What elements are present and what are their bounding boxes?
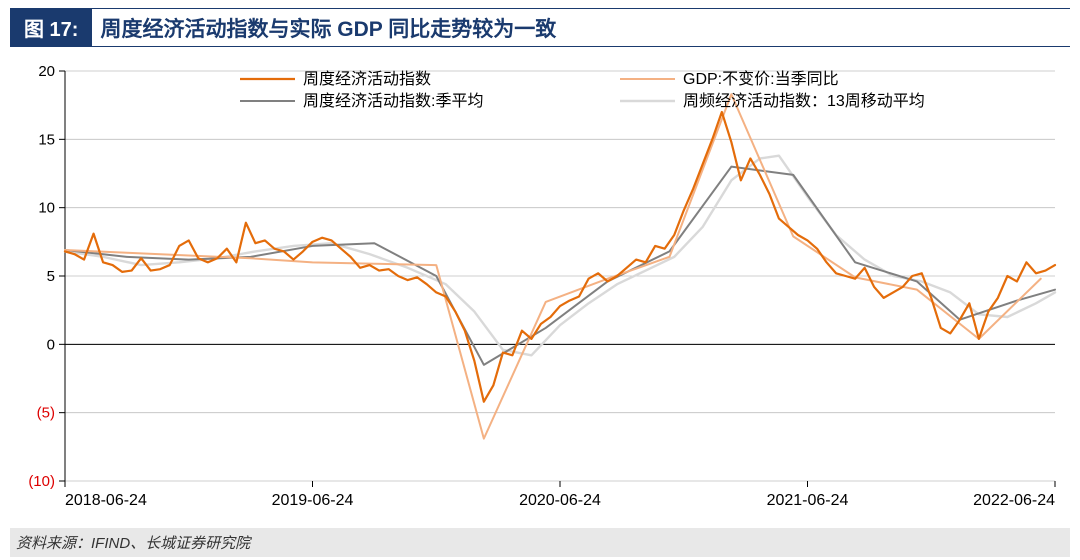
svg-text:(5): (5): [37, 405, 55, 422]
figure-badge: 图 17:: [10, 9, 92, 46]
svg-text:2022-06-24: 2022-06-24: [973, 492, 1055, 509]
svg-text:10: 10: [38, 200, 55, 217]
svg-text:(10): (10): [28, 473, 55, 490]
svg-text:GDP:不变价:当季同比: GDP:不变价:当季同比: [683, 70, 839, 88]
chart-header: 图 17: 周度经济活动指数与实际 GDP 同比走势较为一致: [10, 8, 1070, 47]
figure-title: 周度经济活动指数与实际 GDP 同比走势较为一致: [92, 13, 556, 43]
svg-text:周频经济活动指数：13周移动平均: 周频经济活动指数：13周移动平均: [683, 92, 925, 110]
source-text: 资料来源：IFIND、长城证券研究院: [10, 528, 1070, 557]
line-chart: (10) (5) 0 5 10 15 20 2018-06-24 2019-06-24 2020-…: [10, 51, 1070, 526]
svg-text:周度经济活动指数:季平均: 周度经济活动指数:季平均: [303, 92, 483, 110]
chart-area: (10) (5) 0 5 10 15 20 2018-06-24 2019-06-24 2020-…: [10, 51, 1070, 526]
svg-text:2020-06-24: 2020-06-24: [519, 492, 601, 509]
svg-text:15: 15: [38, 131, 55, 148]
svg-text:周度经济活动指数: 周度经济活动指数: [303, 70, 431, 88]
svg-text:20: 20: [38, 63, 55, 80]
svg-text:2018-06-24: 2018-06-24: [65, 492, 147, 509]
svg-text:5: 5: [47, 268, 55, 285]
svg-text:2019-06-24: 2019-06-24: [272, 492, 354, 509]
svg-text:2021-06-24: 2021-06-24: [767, 492, 849, 509]
svg-text:0: 0: [47, 336, 55, 353]
